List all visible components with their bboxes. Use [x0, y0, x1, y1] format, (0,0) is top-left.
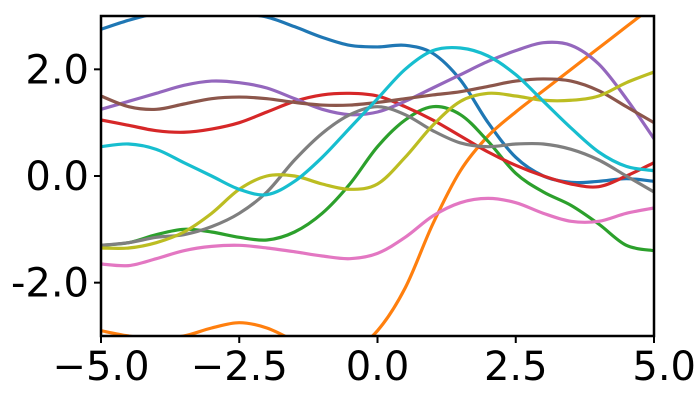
- series-line-7: [101, 196, 654, 268]
- series-line-9: [101, 70, 654, 250]
- x-tick-label: −5.0: [52, 344, 149, 390]
- y-tick-label: 2.0: [25, 47, 89, 93]
- series-line-6: [101, 77, 654, 125]
- x-tick-label: 5.0: [632, 344, 696, 390]
- series-line-8: [101, 105, 654, 247]
- x-tick-label: 2.5: [484, 344, 548, 390]
- series-line-10: [101, 45, 654, 197]
- x-axis: −5.0 −2.5 0.0 2.5 5.0: [52, 336, 696, 390]
- y-axis: -2.0 0.0 2.0: [11, 47, 101, 307]
- series-layer: [101, 16, 654, 336]
- y-tick-label: -2.0: [11, 261, 89, 307]
- series-line-4: [101, 91, 654, 189]
- x-tick-label: 0.0: [346, 344, 410, 390]
- series-line-5: [101, 40, 654, 141]
- y-tick-label: 0.0: [25, 154, 89, 200]
- x-tick-label: −2.5: [191, 344, 288, 390]
- plot-frame: [99, 14, 656, 338]
- series-line-3: [101, 104, 654, 253]
- series-line-2: [101, 16, 643, 336]
